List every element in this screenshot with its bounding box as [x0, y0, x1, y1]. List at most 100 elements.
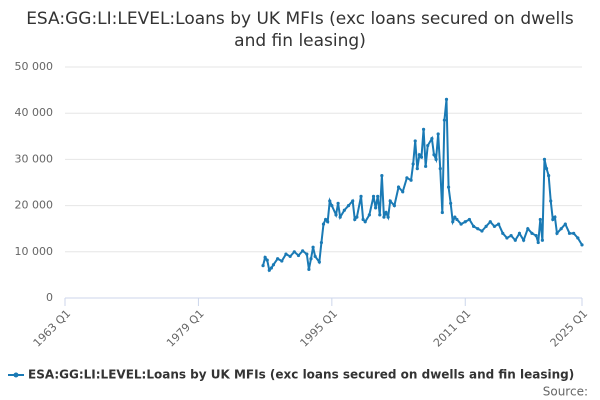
point [430, 137, 434, 141]
point [284, 252, 288, 256]
line [262, 99, 583, 273]
point [374, 206, 378, 210]
point [415, 167, 419, 171]
x-tick-label: 1995 Q1 [298, 307, 341, 350]
point [544, 167, 549, 171]
point [328, 199, 332, 203]
point [463, 220, 467, 224]
point [432, 153, 436, 157]
point [526, 227, 530, 231]
point [547, 173, 551, 178]
point [421, 127, 426, 131]
point [555, 231, 559, 235]
y-tick-label: 10 000 [15, 245, 54, 258]
point [492, 224, 497, 228]
point [419, 155, 424, 159]
x-tick-label: 2025 Q1 [548, 307, 591, 350]
point [342, 208, 346, 212]
point [271, 263, 276, 267]
y-tick-label: 50 000 [15, 60, 54, 73]
chart-title: ESA:GG:LI:LEVEL:Loans by UK MFIs (exc lo… [26, 9, 574, 51]
point [269, 266, 273, 270]
point [367, 213, 371, 217]
point [378, 213, 382, 217]
point [334, 213, 338, 217]
point [513, 238, 517, 242]
point [261, 264, 265, 268]
point [288, 254, 292, 259]
point [292, 250, 296, 254]
point [505, 236, 509, 240]
x-tick-label: 1963 Q1 [31, 307, 74, 350]
point [434, 157, 438, 161]
point [442, 118, 447, 122]
point [267, 268, 271, 272]
point [467, 217, 472, 222]
point [559, 227, 563, 231]
point [440, 210, 444, 215]
point [444, 97, 449, 101]
point [480, 229, 484, 233]
point [453, 215, 457, 219]
point [392, 204, 396, 208]
point [572, 231, 576, 235]
point [280, 259, 284, 263]
point [459, 222, 463, 226]
point [488, 220, 492, 224]
point [438, 167, 442, 171]
point [353, 217, 357, 222]
point [446, 185, 451, 189]
point [530, 231, 534, 235]
point [276, 257, 280, 261]
point [263, 255, 267, 259]
point [451, 220, 455, 224]
point [359, 194, 363, 198]
point [355, 215, 359, 219]
point [296, 253, 301, 258]
point [455, 217, 459, 222]
point [361, 217, 365, 222]
point [386, 215, 390, 219]
point [409, 178, 413, 182]
legend-symbol-dot [13, 372, 19, 378]
point [305, 252, 309, 256]
point [509, 234, 513, 238]
point [388, 199, 392, 203]
point [413, 139, 417, 143]
point [538, 217, 542, 222]
point [380, 173, 384, 178]
point [323, 217, 328, 222]
point [411, 162, 415, 166]
point [476, 227, 480, 231]
point [576, 236, 580, 240]
point [536, 240, 540, 245]
point [534, 234, 538, 238]
point [580, 243, 584, 247]
y-tick-label: 40 000 [15, 106, 54, 119]
y-tick-label: 0 [46, 291, 53, 304]
point [426, 143, 430, 148]
point [497, 222, 501, 226]
point [471, 224, 476, 228]
point [313, 254, 317, 259]
point [309, 257, 313, 261]
point [405, 176, 409, 180]
point [396, 185, 401, 189]
point [351, 199, 355, 203]
point [484, 224, 488, 228]
point [382, 215, 386, 219]
point [424, 164, 428, 168]
point [326, 220, 330, 224]
source: Source: [543, 385, 588, 399]
point [563, 222, 567, 226]
x-tick-label: 1979 Q1 [164, 307, 207, 350]
y-tick-label: 30 000 [15, 152, 54, 165]
point [540, 238, 544, 242]
legend-label: ESA:GG:LI:LEVEL:Loans by UK MFIs (exc lo… [28, 368, 574, 382]
point [501, 231, 505, 235]
point [336, 201, 340, 205]
point [449, 201, 453, 205]
y-tick-label: 20 000 [15, 199, 54, 212]
